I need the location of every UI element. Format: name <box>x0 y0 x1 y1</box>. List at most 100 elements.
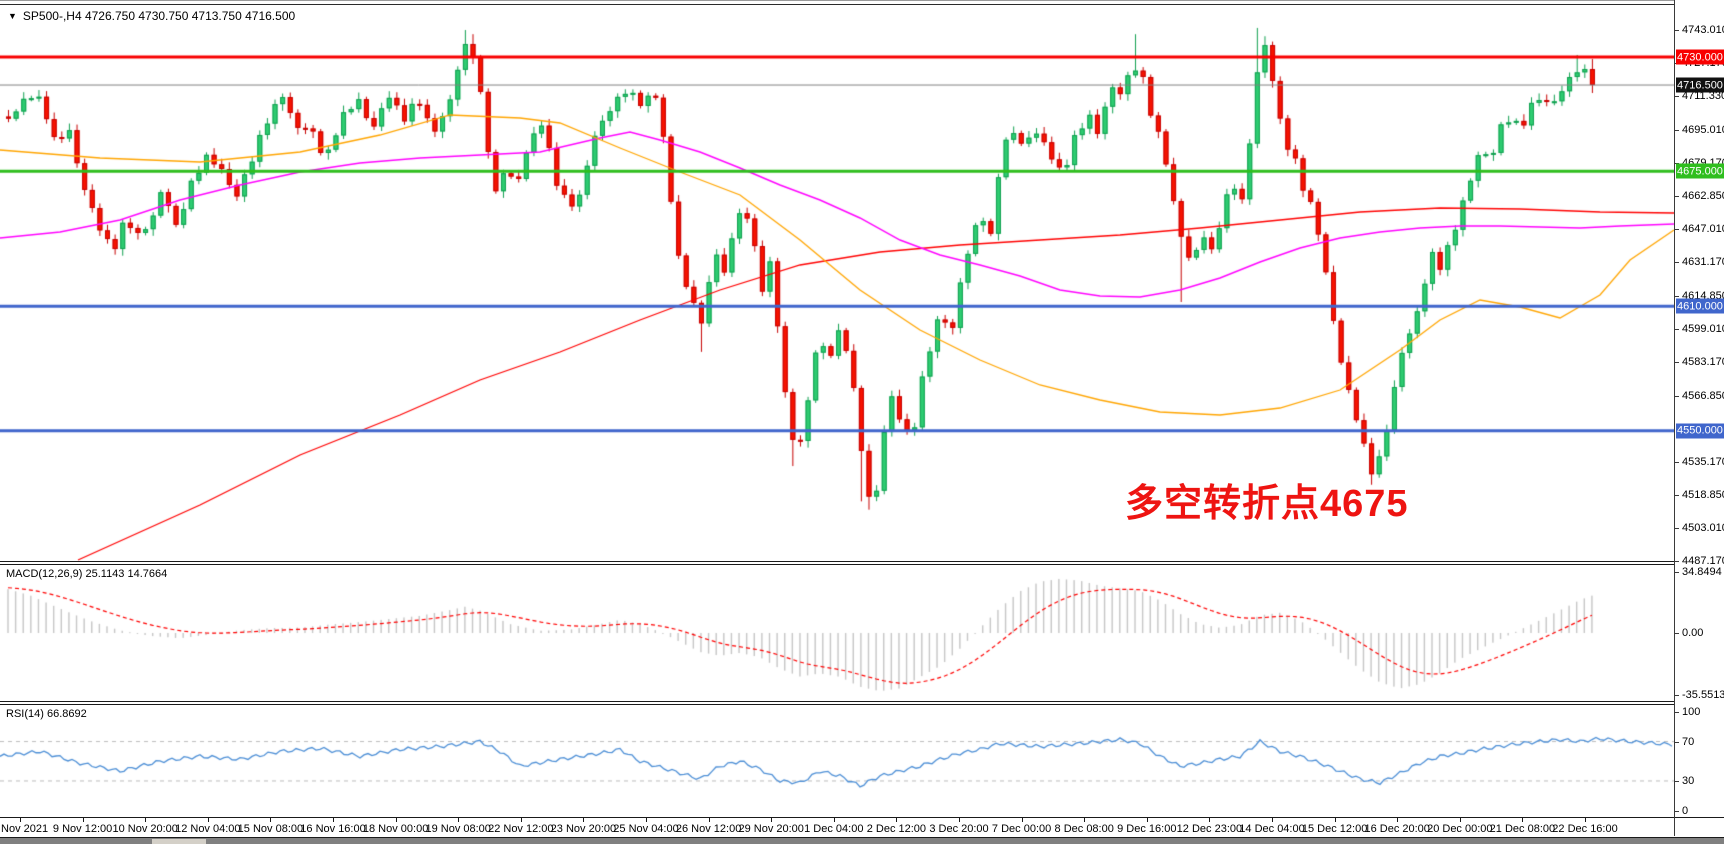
panel-separator[interactable] <box>0 561 1724 562</box>
time-axis-tick <box>646 818 647 822</box>
time-axis-label: 9 Nov 12:00 <box>52 823 113 835</box>
price-axis-label: 4535.170 <box>1682 455 1724 468</box>
time-axis-label: 12 Nov 04:00 <box>175 823 241 835</box>
time-axis-label: 9 Dec 16:00 <box>1117 823 1177 835</box>
time-axis-label: 15 Nov 08:00 <box>237 823 304 835</box>
time-axis-label: 16 Nov 16:00 <box>300 823 366 835</box>
time-axis-tick <box>896 818 898 822</box>
price-level-badge: 4610.000 <box>1676 298 1724 314</box>
panel-separator[interactable] <box>0 701 1724 702</box>
price-axis-tick <box>1674 129 1679 131</box>
time-axis-label: 22 Nov 12:00 <box>488 823 554 835</box>
price-axis-tick <box>1674 528 1679 530</box>
time-axis-tick <box>1021 818 1023 822</box>
rsi-axis-label: 70 <box>1682 735 1695 748</box>
rsi-axis-label: 0 <box>1682 804 1689 817</box>
time-axis-label: 26 Nov 12:00 <box>675 823 742 835</box>
rsi-indicator-label: RSI(14) 66.8692 <box>6 708 87 720</box>
chart-text-annotation[interactable]: 多空转折点4675 <box>1125 483 1409 525</box>
price-level-badge: 4550.000 <box>1676 423 1724 439</box>
time-axis-tick <box>1146 818 1148 822</box>
time-axis-tick <box>20 818 21 822</box>
price-level-badge: 4716.500 <box>1676 77 1724 93</box>
time-axis-label: 12 Dec 23:00 <box>1176 823 1243 835</box>
time-axis-label: 21 Dec 08:00 <box>1489 823 1556 835</box>
time-axis-tick <box>333 818 334 822</box>
time-axis-label: 14 Dec 04:00 <box>1239 823 1305 835</box>
price-axis-tick <box>1674 395 1679 397</box>
price-axis-label: 4583.170 <box>1682 355 1724 368</box>
macd-axis-label: 34.8494 <box>1682 566 1722 578</box>
time-axis-label: 20 Dec 00:00 <box>1427 823 1493 835</box>
panel-separator[interactable] <box>0 704 1724 705</box>
macd-indicator-label: MACD(12,26,9) 25.1143 14.7664 <box>6 568 168 580</box>
macd-axis-tick <box>1674 572 1679 573</box>
time-axis-label: 3 Dec 20:00 <box>929 823 989 835</box>
rsi-axis-label: 30 <box>1682 774 1695 787</box>
main-chart-canvas[interactable] <box>0 0 1674 562</box>
time-axis-tick <box>82 818 84 822</box>
bottom-bar-segment <box>152 839 206 844</box>
time-axis-label: 2 Dec 12:00 <box>866 823 927 835</box>
price-axis-label: 4711.330 <box>1682 89 1724 102</box>
macd-panel-canvas[interactable] <box>0 565 1674 702</box>
time-axis-tick <box>270 818 272 822</box>
price-axis-label: 4647.010 <box>1682 223 1724 236</box>
macd-axis-label: -35.5513 <box>1682 689 1724 702</box>
price-axis-tick <box>1674 495 1679 497</box>
rsi-axis-tick <box>1674 712 1679 713</box>
time-axis-tick <box>1585 818 1586 822</box>
macd-axis-tick <box>1674 633 1679 634</box>
symbol-ohlc-text: SP500-,H4 4726.750 4730.750 4713.750 471… <box>22 9 296 23</box>
time-axis-label: 7 Dec 00:00 <box>991 823 1052 835</box>
rsi-axis-tick <box>1674 741 1679 743</box>
price-axis-border <box>1674 0 1675 836</box>
time-axis-tick <box>771 818 773 822</box>
price-axis-tick <box>1674 262 1679 264</box>
price-axis-label: 4518.850 <box>1682 489 1724 502</box>
time-axis-tick <box>1522 818 1524 822</box>
time-axis-label: 15 Dec 12:00 <box>1301 823 1368 835</box>
price-axis-tick <box>1674 361 1679 363</box>
price-axis-column[interactable] <box>1674 0 1724 836</box>
price-axis-label: 4566.850 <box>1682 389 1724 402</box>
rsi-panel-canvas[interactable] <box>0 705 1674 817</box>
panel-separator[interactable] <box>0 564 1724 565</box>
chevron-down-icon[interactable]: ▼ <box>8 11 17 21</box>
time-axis-tick <box>520 818 522 822</box>
time-axis-label: 22 Dec 16:00 <box>1552 823 1618 835</box>
price-axis-tick <box>1674 329 1679 330</box>
price-axis-tick <box>1674 196 1679 198</box>
time-axis-tick <box>1334 818 1336 822</box>
price-axis-label: 4599.010 <box>1682 323 1724 335</box>
time-axis-label: 10 Nov 20:00 <box>112 823 178 835</box>
macd-axis-label: 0.00 <box>1682 627 1704 639</box>
time-axis-tick <box>1397 818 1399 822</box>
time-axis-tick <box>395 818 397 822</box>
time-axis-tick <box>1084 818 1086 822</box>
rsi-axis-tick <box>1674 780 1679 782</box>
time-axis-tick <box>708 818 710 822</box>
price-axis-label: 4662.850 <box>1682 190 1724 203</box>
time-axis-tick <box>1209 818 1211 822</box>
time-axis-label: 18 Nov 00:00 <box>362 823 429 835</box>
rsi-axis-label: 100 <box>1682 706 1701 718</box>
price-axis-label: 4487.170 <box>1682 555 1724 568</box>
price-axis-tick <box>1674 229 1679 231</box>
price-level-badge: 4730.000 <box>1676 49 1724 65</box>
time-axis-tick <box>207 818 209 822</box>
time-axis-tick <box>145 818 147 822</box>
price-axis-tick <box>1674 296 1679 298</box>
price-axis-tick <box>1674 30 1679 31</box>
price-axis-tick <box>1674 95 1679 97</box>
time-axis-tick <box>458 818 460 822</box>
time-axis-label: 29 Nov 20:00 <box>738 823 804 835</box>
price-axis-label: 4695.010 <box>1682 123 1724 136</box>
price-axis-tick <box>1674 162 1679 164</box>
window-bottom-bar <box>0 837 1724 844</box>
price-axis-tick <box>1674 561 1679 563</box>
price-axis-label: 4743.010 <box>1682 24 1724 36</box>
price-axis-label: 4503.010 <box>1682 522 1724 535</box>
